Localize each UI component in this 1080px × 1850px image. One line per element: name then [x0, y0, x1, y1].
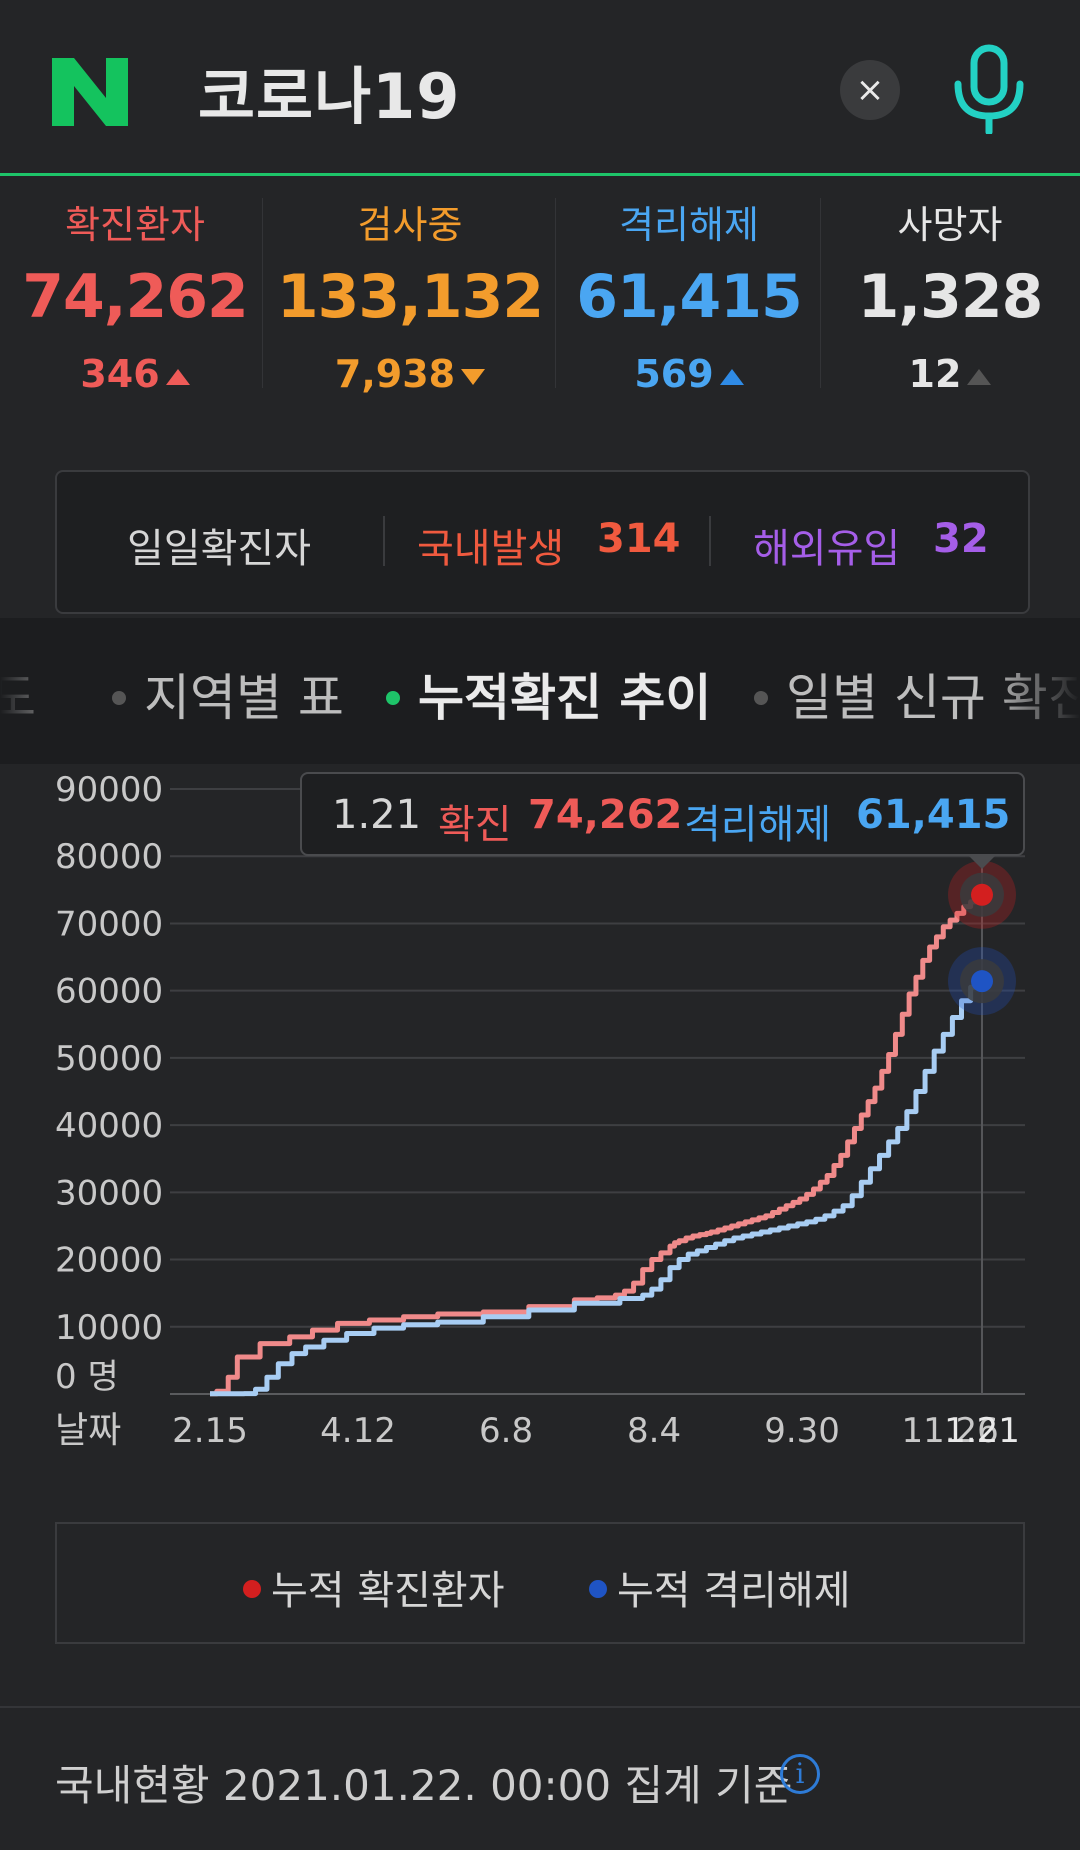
y-tick-label: 30000: [55, 1173, 163, 1213]
clear-search-button[interactable]: ×: [840, 60, 900, 120]
x-tick-label: 1.21: [944, 1411, 1020, 1451]
up-arrow-icon: [967, 368, 992, 385]
y-tick-label: 90000: [55, 770, 163, 810]
x-tick-label: 9.30: [764, 1411, 840, 1451]
x-tick-label: 4.12: [320, 1411, 396, 1451]
tooltip-pointer-icon: [968, 855, 996, 869]
overseas-value: 32: [933, 516, 989, 562]
update-timestamp: 국내현황 2021.01.22. 00:00 집계 기준: [55, 1761, 793, 1810]
tab-dot-icon: [754, 690, 768, 705]
confirmed-last-point: [971, 883, 993, 906]
info-icon[interactable]: i: [780, 1754, 820, 1794]
tab-dot-icon: [386, 690, 400, 705]
stat-label: 검사중: [357, 203, 463, 247]
chart-tooltip: 1.21 확진 74,262 격리해제 61,415: [300, 772, 1025, 856]
tooltip-released-label: 격리해제: [684, 802, 832, 848]
tooltip-confirmed-label: 확진: [438, 802, 512, 848]
confirmed-line: [210, 893, 985, 1397]
tooltip-released-value: 61,415: [856, 792, 1011, 838]
x-axis-label: 날짜: [55, 1410, 121, 1451]
released-line: [210, 981, 985, 1397]
search-query[interactable]: 코로나19: [198, 60, 461, 133]
y-tick-label: 70000: [55, 904, 163, 944]
chart-legend: 누적 확진환자 누적 격리해제: [55, 1522, 1025, 1644]
released-last-point: [971, 970, 993, 993]
stat-delta: 569: [554, 352, 824, 396]
stat-label: 사망자: [897, 203, 1003, 247]
cumulative-chart[interactable]: 90000 80000 70000 60000 50000 40000 30000 20000…: [0, 764, 1080, 1464]
legend-confirmed[interactable]: 누적 확진환자: [243, 1558, 505, 1616]
y-tick-label: 0 명: [55, 1357, 119, 1397]
x-tick-label: 2.15: [172, 1411, 248, 1451]
y-tick-label: 10000: [55, 1308, 163, 1348]
tab-region-table[interactable]: 지역별 표: [112, 658, 344, 730]
stat-released[interactable]: 격리해제 61,415 569: [554, 176, 824, 416]
y-tick-label: 80000: [55, 837, 163, 877]
stat-deaths[interactable]: 사망자 1,328 12: [815, 176, 1080, 416]
tooltip-date: 1.21: [332, 792, 422, 838]
stat-testing[interactable]: 검사중 133,132 7,938: [275, 176, 545, 416]
search-header: 코로나19 ×: [0, 0, 1080, 176]
daily-confirmed-box: 일일확진자 국내발생 314 해외유입 32: [55, 470, 1030, 614]
legend-released[interactable]: 누적 격리해제: [589, 1558, 851, 1616]
legend-dot-icon: [243, 1580, 261, 1598]
y-tick-label: 40000: [55, 1106, 163, 1146]
stat-confirmed[interactable]: 확진환자 74,262 346: [0, 176, 270, 416]
microphone-icon[interactable]: [950, 44, 1028, 134]
domestic-value: 314: [597, 516, 681, 562]
y-tick-label: 50000: [55, 1039, 163, 1079]
overseas-label: 해외유입: [753, 526, 901, 572]
stat-label: 격리해제: [619, 203, 759, 247]
y-tick-label: 60000: [55, 972, 163, 1012]
stat-delta: 12: [815, 352, 1080, 396]
domestic-label: 국내발생: [417, 526, 565, 572]
footer: 국내현황 2021.01.22. 00:00 집계 기준 i: [0, 1706, 1080, 1850]
x-tick-label: 11.26: [901, 1411, 998, 1451]
up-arrow-icon: [719, 368, 744, 385]
down-arrow-icon: [461, 368, 486, 385]
x-tick-label: 6.8: [479, 1411, 533, 1451]
up-arrow-icon: [165, 368, 190, 385]
daily-label: 일일확진자: [127, 526, 311, 572]
stat-delta: 346: [0, 352, 270, 396]
stat-value: 74,262: [22, 262, 249, 332]
tooltip-confirmed-value: 74,262: [528, 792, 683, 838]
stat-value: 61,415: [576, 262, 803, 332]
stats-panel: 확진환자 74,262 346 검사중 133,132 7,938 격리해제 6…: [0, 176, 1080, 426]
tab-cumulative-trend[interactable]: 누적확진 추이: [386, 658, 711, 730]
y-tick-label: 20000: [55, 1241, 163, 1281]
stat-value: 133,132: [276, 262, 544, 332]
chart-tabs: 도 지역별 표 누적확진 추이 일별 신규 확진: [0, 618, 1080, 764]
stat-label: 확진환자: [65, 203, 205, 247]
stat-value: 1,328: [857, 262, 1044, 332]
naver-logo-icon[interactable]: [52, 58, 128, 126]
legend-dot-icon: [589, 1580, 607, 1598]
tab-dot-icon: [112, 690, 126, 705]
stat-delta: 7,938: [275, 352, 545, 396]
x-tick-label: 8.4: [627, 1411, 681, 1451]
